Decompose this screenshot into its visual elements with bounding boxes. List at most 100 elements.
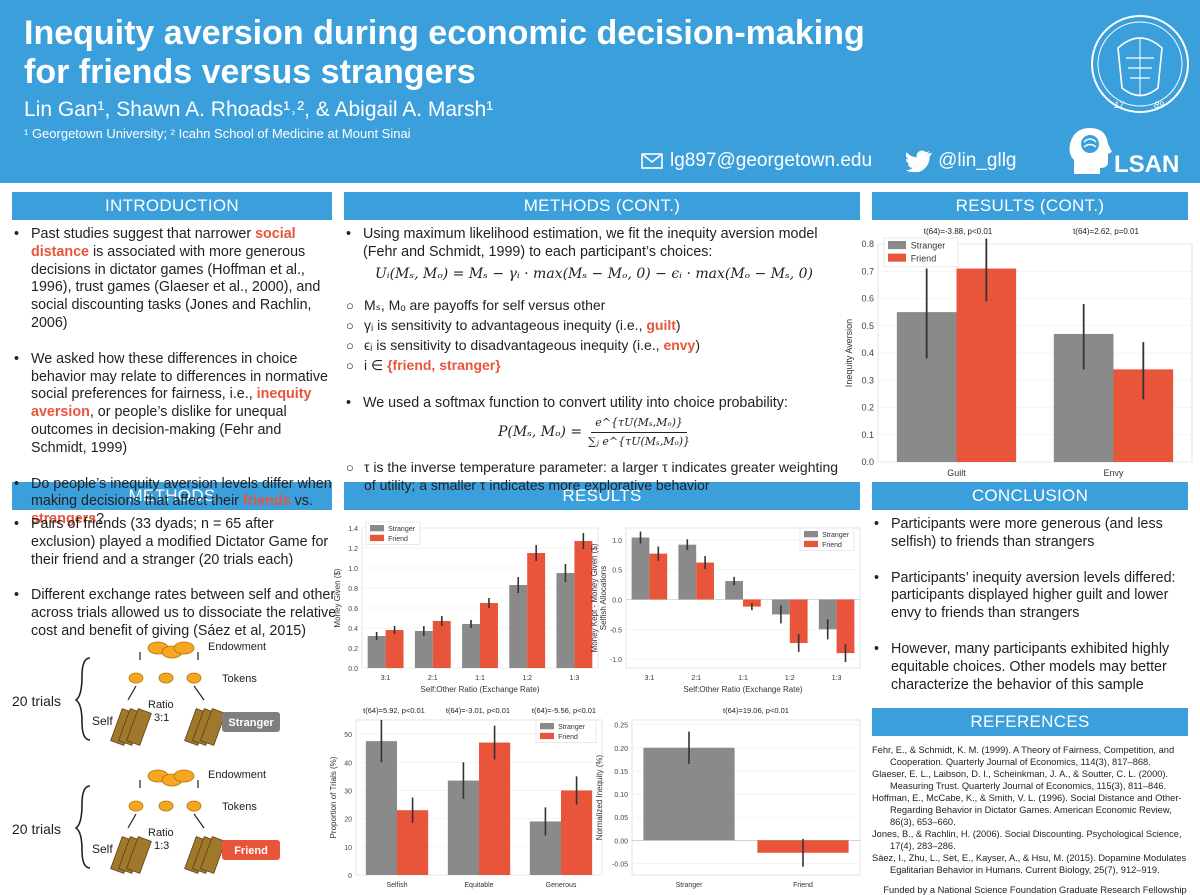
- x-tick-label: 1:3: [570, 675, 580, 682]
- email-link[interactable]: lg897@georgetown.edu: [670, 150, 873, 171]
- legend-swatch: [888, 253, 906, 262]
- conclusion-bullet-2: • Participants’ inequity aversion levels …: [874, 569, 1176, 622]
- stat-annotation: t(64)=19.06, p<0.01: [723, 706, 789, 715]
- money-card: [200, 708, 226, 746]
- self-label: Self: [92, 842, 113, 856]
- token-coin: [186, 672, 202, 684]
- y-axis-label: Normalized Inequity (%): [595, 754, 604, 840]
- bar: [678, 544, 697, 600]
- utility-equation: Uᵢ(Mₛ, Mₒ) = Mₛ − γᵢ · max(Mₛ − Mₒ, 0) −…: [374, 265, 814, 282]
- references-list: Fehr, E., & Schmidt, K. M. (1999). A The…: [872, 744, 1198, 895]
- bar: [818, 599, 837, 630]
- twitter-handle[interactable]: @lin_gllg: [938, 150, 1017, 171]
- methods-text: • Pairs of friends (33 dyads; n = 65 afte…: [12, 516, 338, 659]
- lab-name: LSAN: [1114, 151, 1179, 178]
- bar: [574, 541, 593, 668]
- arrow: [127, 813, 205, 829]
- x-tick-label: 1:2: [522, 675, 532, 682]
- token-coin: [158, 672, 174, 684]
- target-badge: [222, 712, 280, 732]
- legend-swatch: [370, 534, 384, 542]
- legend-swatch: [888, 241, 906, 250]
- y-tick-label: 0.2: [861, 403, 874, 413]
- ratio-label: Ratio: [148, 699, 174, 711]
- y-tick-label: 0.0: [861, 457, 874, 467]
- conclusion-text: • Participants were more generous (and le…: [872, 516, 1190, 712]
- y-tick-label: 50: [344, 732, 352, 739]
- target-label: Friend: [234, 845, 268, 857]
- methods-cont-bullet-2: • We used a softmax function to convert u…: [346, 394, 788, 411]
- legend-swatch: [804, 540, 818, 548]
- methods-cont-text: • Using maximum likelihood estimation, we…: [344, 226, 844, 497]
- methods-sub-3: ○ ϵᵢ is sensitivity to disadvantageous in…: [346, 336, 701, 353]
- legend-label: Stranger: [911, 241, 946, 251]
- bar: [385, 630, 404, 668]
- y-tick-label: 0.5: [861, 321, 874, 331]
- x-tick-label: Envy: [1103, 468, 1124, 478]
- x-tick-label: Generous: [546, 882, 577, 889]
- brace: [74, 785, 91, 869]
- x-tick-label: 1:1: [475, 675, 485, 682]
- trials-label: 20 trials: [12, 821, 61, 837]
- x-axis-label: Self:Other Ratio (Exchange Rate): [420, 685, 540, 694]
- chart-legend: Stranger Friend: [883, 237, 959, 268]
- methods-sub-4: ○ i ∈ {friend, stranger}: [346, 356, 501, 373]
- trials-label: 20 trials: [12, 693, 61, 709]
- reference-item: Glaeser, E. L., Laibson, D. I., Scheinkm…: [872, 769, 1169, 791]
- y-axis-label: Money Given ($): [333, 568, 342, 627]
- x-tick-label: 3:1: [381, 675, 391, 682]
- y-tick-label: 0: [348, 873, 352, 880]
- money-card: [126, 708, 152, 746]
- bar: [480, 603, 498, 668]
- methods-sub-5: ○ τ is the inverse temperature parameter:…: [346, 458, 839, 493]
- legend-swatch: [370, 525, 384, 532]
- x-tick-label: 1:3: [832, 675, 842, 682]
- y-tick-label: 40: [344, 760, 352, 767]
- affiliations: ¹ Georgetown University; ² Icahn School …: [24, 126, 411, 141]
- arrow: [139, 652, 199, 660]
- reference-item: Jones, B., & Rachlin, H. (2006). Social …: [872, 829, 1182, 851]
- methods-bullet-2: • Different exchange rates between self a…: [14, 587, 337, 639]
- normalized-inequity-chart: -0.05 0.00 0.05 0.10 0.15 0.20 0.25 Stranger Fri…: [595, 706, 861, 889]
- money-card: [200, 836, 226, 874]
- y-tick-label: 0.7: [861, 266, 874, 276]
- bar: [432, 621, 451, 668]
- brain-head-icon: LSAN: [1069, 128, 1179, 178]
- poster-header: Inequity aversion during economic decisi…: [0, 0, 1200, 183]
- endowment-label: Endowment: [208, 641, 266, 653]
- arrow: [127, 685, 205, 701]
- reference-item: Fehr, E., & Schmidt, K. M. (1999). A The…: [872, 745, 1175, 767]
- legend-swatch: [804, 531, 818, 538]
- y-axis-label: Inequity Aversion: [844, 319, 854, 387]
- bar: [649, 553, 668, 600]
- section-methods: METHODS: [12, 482, 332, 510]
- tokens-label: Tokens: [222, 673, 257, 685]
- target-label: Stranger: [228, 717, 274, 729]
- legend-label: Stranger: [558, 724, 586, 731]
- y-tick-label: 0.0: [612, 597, 622, 604]
- poster-title: Inequity aversion during economic decisi…: [24, 14, 865, 91]
- bar: [527, 553, 546, 668]
- y-tick-label: -1.0: [610, 657, 622, 664]
- y-tick-label: 1.2: [348, 546, 358, 553]
- bar: [836, 599, 855, 654]
- x-tick-label: Stranger: [676, 882, 704, 889]
- y-tick-label: 30: [344, 788, 352, 795]
- y-axis-label-2: Selfish Allocations: [599, 566, 608, 630]
- ratio-value: 3:1: [154, 712, 169, 724]
- y-tick-label: 0.4: [348, 626, 358, 633]
- y-tick-label: 0.5: [612, 568, 622, 575]
- y-tick-label: 20: [344, 817, 352, 824]
- funding-note: Funded by a National Science Foundation …: [883, 885, 1187, 895]
- bar: [789, 599, 808, 643]
- y-tick-label: 0.6: [348, 606, 358, 613]
- tokens-label: Tokens: [222, 801, 257, 813]
- bar: [365, 741, 397, 875]
- x-axis-label: Self:Other Ratio (Exchange Rate): [683, 685, 803, 694]
- bar: [414, 631, 433, 668]
- legend-swatch: [540, 732, 554, 740]
- y-tick-label: 0.15: [614, 769, 628, 776]
- bar: [556, 573, 575, 668]
- bar: [509, 585, 528, 668]
- money-card: [126, 836, 152, 874]
